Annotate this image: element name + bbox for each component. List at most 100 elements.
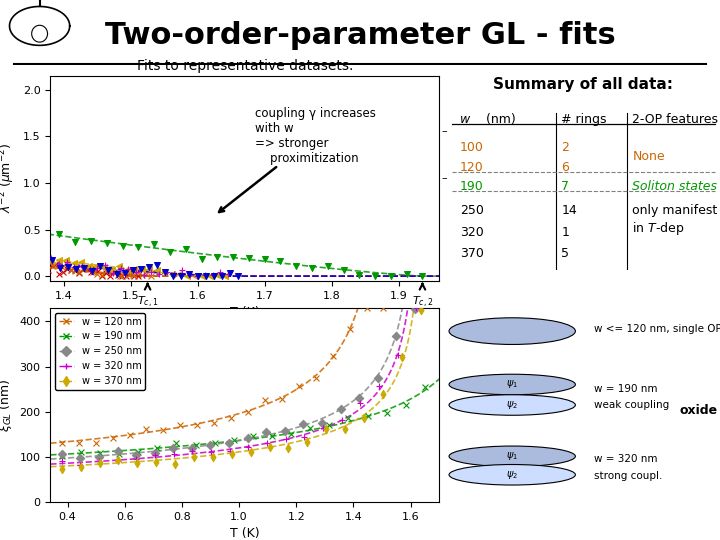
Point <box>113 262 125 271</box>
Point <box>130 451 142 460</box>
X-axis label: T (K): T (K) <box>230 528 260 540</box>
Point <box>108 268 120 276</box>
Point <box>103 265 114 274</box>
Point <box>53 256 65 265</box>
Point <box>132 242 144 251</box>
Point <box>73 268 85 277</box>
Point <box>69 266 81 274</box>
Point <box>132 269 143 278</box>
Point <box>310 373 322 382</box>
Text: Two-order-parameter GL - fits: Two-order-parameter GL - fits <box>104 21 616 50</box>
X-axis label: T (K): T (K) <box>230 306 260 319</box>
Point <box>306 264 318 272</box>
Point <box>136 264 148 273</box>
Text: –: – <box>441 173 447 183</box>
Point <box>138 271 149 280</box>
Point <box>415 306 426 315</box>
Point <box>339 424 351 433</box>
Point <box>158 268 170 276</box>
Point <box>109 268 121 276</box>
Point <box>112 271 124 279</box>
Point <box>293 382 305 390</box>
Point <box>245 448 256 456</box>
Text: $\psi_1$: $\psi_1$ <box>506 450 518 462</box>
Point <box>136 271 148 280</box>
Point <box>51 262 63 271</box>
Point <box>135 265 147 274</box>
Text: w: w <box>460 113 470 126</box>
Point <box>140 424 152 433</box>
Point <box>153 269 165 278</box>
Point <box>207 453 219 462</box>
Point <box>112 457 124 465</box>
Ellipse shape <box>449 374 575 395</box>
Point <box>78 265 90 273</box>
Point <box>56 438 68 447</box>
Point <box>101 268 112 277</box>
Point <box>199 271 211 279</box>
Point <box>62 263 73 272</box>
Point <box>91 270 103 279</box>
Text: 190: 190 <box>460 180 484 193</box>
Point <box>145 267 157 276</box>
Point <box>169 460 181 468</box>
Point <box>38 261 50 269</box>
Point <box>75 462 86 471</box>
Point <box>396 353 408 361</box>
Text: 250: 250 <box>460 204 484 217</box>
Point <box>38 262 50 271</box>
Text: w = 190 nm: w = 190 nm <box>593 383 657 394</box>
Text: 14: 14 <box>562 204 577 217</box>
Y-axis label: $\lambda^{-2}$ ($\mu$m$^{-2}$): $\lambda^{-2}$ ($\mu$m$^{-2}$) <box>0 143 17 213</box>
Point <box>184 271 195 280</box>
Point <box>113 456 125 464</box>
Point <box>359 413 370 422</box>
Text: Summary of all data:: Summary of all data: <box>493 77 673 92</box>
Text: # rings: # rings <box>562 113 607 126</box>
Point <box>204 441 216 449</box>
Point <box>45 256 57 265</box>
Point <box>73 438 84 447</box>
Point <box>46 261 58 269</box>
Point <box>188 453 199 462</box>
Point <box>285 430 297 438</box>
Point <box>224 447 235 455</box>
Point <box>50 261 61 269</box>
Point <box>336 415 348 424</box>
Point <box>38 228 50 237</box>
Point <box>166 269 178 278</box>
Point <box>46 255 58 264</box>
Point <box>419 382 431 391</box>
Point <box>186 444 198 453</box>
Point <box>322 261 333 270</box>
Point <box>297 420 309 428</box>
Point <box>75 461 86 470</box>
Point <box>42 265 53 274</box>
Text: strong coupl.: strong coupl. <box>593 471 662 481</box>
Point <box>373 382 384 390</box>
Point <box>168 450 179 458</box>
Point <box>200 272 212 280</box>
Point <box>176 265 188 274</box>
Point <box>106 266 117 274</box>
Point <box>70 238 81 246</box>
Point <box>158 426 169 434</box>
Point <box>372 374 384 382</box>
Point <box>174 269 185 278</box>
Text: 6: 6 <box>562 161 570 174</box>
Point <box>75 448 86 456</box>
Text: $T_{c,1}$: $T_{c,1}$ <box>137 295 158 310</box>
Point <box>66 266 77 275</box>
Point <box>190 440 202 449</box>
Point <box>410 304 422 313</box>
Point <box>151 260 163 269</box>
Point <box>385 272 397 280</box>
Point <box>105 267 117 275</box>
Point <box>226 450 238 458</box>
Point <box>111 269 122 278</box>
Point <box>77 264 89 273</box>
Text: –: – <box>441 126 447 137</box>
Point <box>101 239 112 247</box>
Point <box>94 453 105 461</box>
Point <box>54 264 66 272</box>
